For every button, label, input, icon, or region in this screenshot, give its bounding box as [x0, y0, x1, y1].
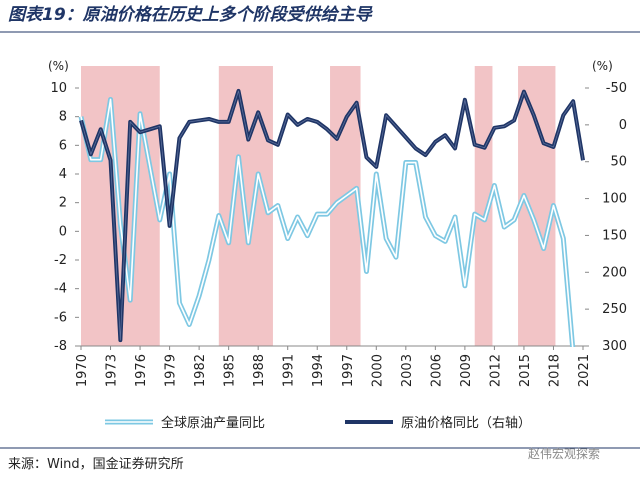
x-tick-label: 1976: [134, 354, 149, 387]
x-tick-label: 2018: [547, 354, 562, 387]
y2-tick-label: 150: [602, 228, 627, 243]
y2-tick-label: 50: [610, 155, 627, 170]
y-tick-label: 4: [59, 167, 67, 182]
y-tick-label: 6: [59, 138, 67, 153]
x-tick-label: 2003: [400, 354, 415, 387]
source: 来源：Wind，国金证券研究所: [8, 456, 184, 472]
y-tick-label: -6: [54, 310, 67, 325]
plot: -8 -6 -4 -2 0 2 4 6 8 10 -50 0 50 100 150 200 250 300 1970…: [50, 66, 627, 431]
shaded-period: [474, 66, 493, 346]
watermark: 赵伟宏观探索: [528, 446, 600, 461]
y2-tick-label: 200: [602, 265, 627, 280]
legend-label: 原油价格同比（右轴）: [401, 415, 531, 431]
y2-tick-label: 0: [619, 118, 627, 133]
x-tick-label: 2012: [488, 354, 503, 387]
y2-tick-label: 300: [602, 339, 627, 354]
y-tick-label: -2: [54, 253, 67, 268]
x-tick-label: 2009: [459, 354, 474, 387]
y2-unit: (%): [592, 59, 613, 73]
y2-tick-label: -50: [606, 81, 627, 96]
y-tick-label: 8: [59, 110, 67, 125]
legend-label: 全球原油产量同比: [161, 415, 265, 431]
x-tick-label: 1979: [164, 354, 179, 387]
x-tick-label: 2015: [518, 354, 533, 387]
series-line-inner: [80, 98, 574, 347]
x-tick-label: 1994: [311, 354, 326, 387]
y-unit: (%): [48, 59, 69, 73]
y2-tick-label: 250: [602, 302, 627, 317]
x-tick-label: 2000: [370, 354, 385, 387]
x-tick-label: 1997: [341, 354, 356, 387]
x-tick-label: 2006: [429, 354, 444, 387]
x-tick-label: 1988: [252, 354, 267, 387]
y-tick-label: 2: [59, 196, 67, 211]
x-tick-label: 2021: [577, 354, 592, 387]
y-tick-label: -8: [54, 339, 67, 354]
x-tick-label: 1985: [223, 354, 238, 387]
x-tick-label: 1973: [105, 354, 120, 387]
shaded-period: [518, 66, 556, 346]
x-tick-label: 1982: [193, 354, 208, 387]
x-tick-label: 1970: [75, 354, 90, 387]
chart-title: 图表19：原油价格在历史上多个阶段受供给主导: [8, 5, 374, 25]
x-tick-label: 1991: [282, 354, 297, 387]
y-tick-label: 0: [59, 224, 67, 239]
series-line: [78, 96, 576, 347]
y-tick-label: 10: [50, 81, 67, 96]
series-line-inner: [80, 90, 584, 341]
series-line: [79, 88, 585, 343]
y-tick-label: -4: [54, 282, 67, 297]
y2-tick-label: 100: [602, 192, 627, 207]
